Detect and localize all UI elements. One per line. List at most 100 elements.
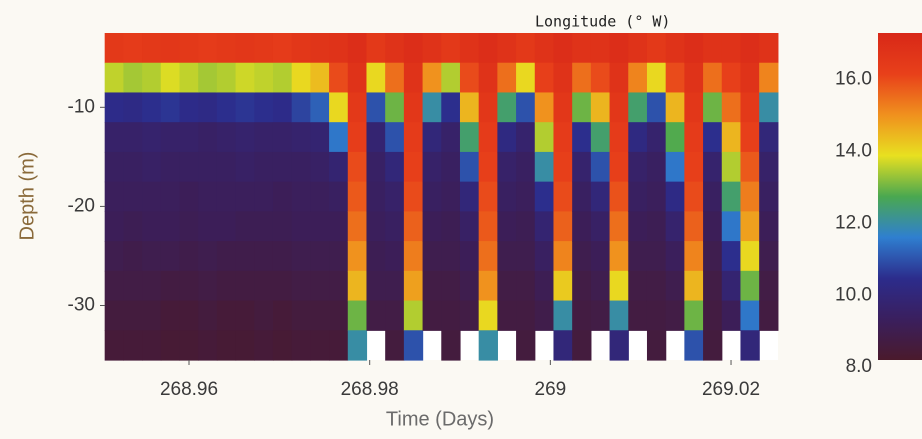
- heatmap-cell: [142, 270, 162, 302]
- heatmap-cell: [572, 300, 592, 331]
- heatmap-cell: [347, 211, 368, 242]
- heatmap-cell: [721, 211, 742, 242]
- heatmap-cell: [553, 151, 573, 183]
- heatmap-cell: [478, 92, 498, 123]
- heatmap-cell: [721, 62, 742, 94]
- heatmap-cell: [235, 62, 255, 94]
- heatmap-cell: [534, 181, 555, 212]
- heatmap-cell: [310, 62, 330, 94]
- heatmap-cell: [516, 300, 536, 331]
- heatmap-cell: [385, 33, 405, 64]
- heatmap-cell: [759, 33, 779, 64]
- heatmap-cell: [534, 270, 555, 302]
- heatmap-cell: [422, 122, 442, 153]
- heatmap-cell: [291, 241, 311, 272]
- heatmap-cell: [385, 330, 405, 361]
- heatmap-cell: [703, 300, 723, 331]
- heatmap-cell: [347, 33, 368, 64]
- heatmap-cell: [347, 270, 368, 302]
- heatmap-cell: [366, 151, 386, 183]
- heatmap-cell: [254, 270, 274, 302]
- heatmap-cell: [254, 300, 274, 331]
- heatmap-cell: [272, 270, 293, 302]
- heatmap-cell: [665, 92, 685, 123]
- heatmap-cell: [609, 33, 629, 64]
- heatmap-cell: [740, 270, 760, 302]
- heatmap-cell: [403, 270, 424, 302]
- heatmap-cell: [403, 33, 424, 64]
- heatmap-cell: [628, 241, 648, 272]
- heatmap-cell: [684, 181, 704, 212]
- y-tick-label: -30: [68, 295, 95, 316]
- heatmap-cell: [347, 181, 368, 212]
- heatmap-cell: [703, 62, 723, 94]
- heatmap-cell: [235, 270, 255, 302]
- heatmap-cell: [104, 241, 124, 272]
- heatmap-cell: [553, 181, 573, 212]
- heatmap-cell: [478, 211, 498, 242]
- heatmap-cell: [646, 122, 667, 153]
- heatmap-cell: [235, 300, 255, 331]
- heatmap-cell: [235, 33, 255, 64]
- heatmap-cell: [254, 211, 274, 242]
- heatmap-cell: [198, 330, 218, 361]
- heatmap-cell: [254, 122, 274, 153]
- heatmap-cell: [216, 300, 237, 331]
- heatmap-cell: [516, 330, 536, 361]
- heatmap-cell: [572, 33, 592, 64]
- heatmap-cell: [703, 241, 723, 272]
- heatmap-cell: [759, 211, 779, 242]
- heatmap-cell: [684, 300, 704, 331]
- heatmap-cell: [721, 92, 742, 123]
- heatmap-cell: [441, 33, 461, 64]
- heatmap-cell: [366, 62, 386, 94]
- heatmap-cell: [198, 300, 218, 331]
- heatmap-cell: [516, 92, 536, 123]
- heatmap-cell: [179, 122, 199, 153]
- heatmap-cell: [703, 122, 723, 153]
- heatmap-cell: [590, 151, 611, 183]
- heatmap-cell: [291, 92, 311, 123]
- heatmap-cell: [104, 270, 124, 302]
- heatmap-cell: [160, 270, 181, 302]
- heatmap-cell: [403, 330, 424, 361]
- heatmap-cell: [534, 33, 555, 64]
- heatmap-cell: [497, 122, 517, 153]
- heatmap-cell: [534, 211, 555, 242]
- heatmap-cell: [291, 62, 311, 94]
- heatmap-cell: [721, 33, 742, 64]
- heatmap-cell: [123, 181, 143, 212]
- heatmap-cell: [740, 92, 760, 123]
- heatmap-cell: [703, 270, 723, 302]
- heatmap-cell: [422, 241, 442, 272]
- heatmap-cell: [740, 62, 760, 94]
- heatmap-cell: [665, 151, 685, 183]
- heatmap-cell: [497, 270, 517, 302]
- heatmap-cell: [628, 33, 648, 64]
- heatmap-cell: [291, 270, 311, 302]
- heatmap-cell: [347, 241, 368, 272]
- heatmap-cell: [254, 33, 274, 64]
- heatmap-cell: [310, 92, 330, 123]
- heatmap-cell: [104, 62, 124, 94]
- heatmap-cell: [254, 151, 274, 183]
- x-tick-label: 269: [535, 379, 567, 400]
- y-tick-label: -20: [68, 195, 95, 216]
- heatmap-cell: [123, 330, 143, 361]
- y-axis-label: Depth (m): [16, 152, 38, 241]
- heatmap-cell: [459, 62, 480, 94]
- heatmap-cell: [534, 151, 555, 183]
- heatmap-cell: [235, 241, 255, 272]
- heatmap-cell: [684, 270, 704, 302]
- heatmap-cell: [497, 62, 517, 94]
- heatmap-cell: [235, 181, 255, 212]
- heatmap-cell: [553, 62, 573, 94]
- heatmap-cell: [385, 241, 405, 272]
- chart-title: Longitude (° W): [535, 13, 670, 31]
- heatmap-cell: [497, 181, 517, 212]
- heatmap-cell: [329, 211, 349, 242]
- heatmap-cell: [198, 92, 218, 123]
- heatmap-cell: [665, 33, 685, 64]
- heatmap-cell: [553, 300, 573, 331]
